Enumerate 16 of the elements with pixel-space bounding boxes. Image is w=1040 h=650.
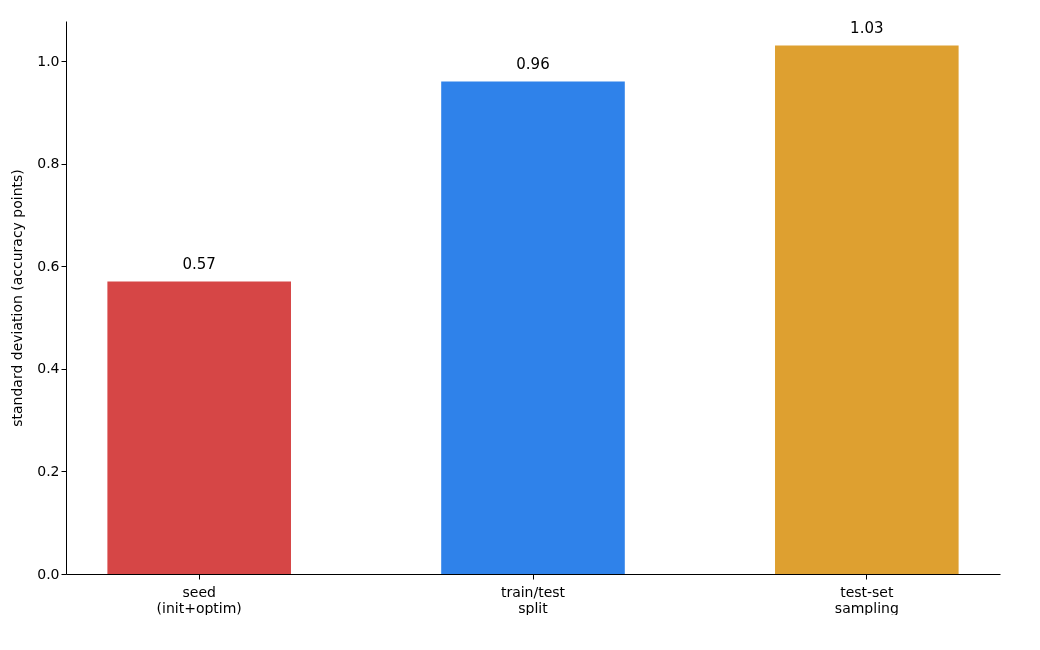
y-tick-label: 0.6 xyxy=(37,257,60,274)
x-tick-label: test-set sampling xyxy=(834,583,899,616)
y-tick-label: 0.2 xyxy=(37,462,60,479)
x-tick-label: seed (init+optim) xyxy=(156,583,242,616)
y-tick-label: 0.4 xyxy=(37,360,60,377)
data-label: 0.96 xyxy=(516,54,550,73)
data-label: 0.57 xyxy=(182,254,216,273)
bar xyxy=(107,281,291,574)
bar xyxy=(441,81,625,574)
x-tick-label: train/test split xyxy=(500,583,566,616)
y-axis-title: standard deviation (accuracy points) xyxy=(9,169,26,427)
data-label: 1.03 xyxy=(850,18,884,37)
bar xyxy=(775,45,959,574)
y-tick-label: 1.0 xyxy=(37,52,60,69)
y-tick-label: 0.8 xyxy=(37,155,60,172)
y-tick-label: 0.0 xyxy=(37,565,60,582)
